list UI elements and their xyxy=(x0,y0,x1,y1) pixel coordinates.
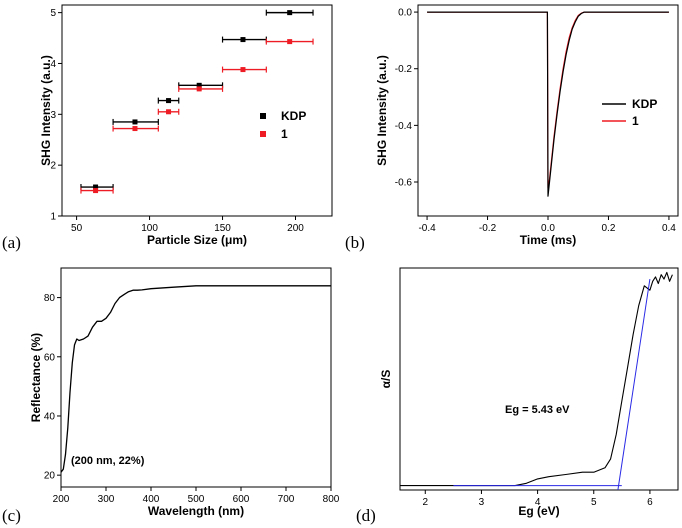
panel-a-x-axis-label: Particle Size (μm) xyxy=(147,233,247,247)
panel-d-y-axis-label: α/S xyxy=(379,370,393,389)
panel-b-shg-time-trace: -0.4 -0.2 0.0 0.2 0.4 0.0 -0.2 -0.4 -0.6 Time (ms… xyxy=(375,4,679,247)
panel-d-band-gap-plot: 2 3 4 5 6 Eg (eV) α/S Eg = 5.43 eV xyxy=(379,267,679,518)
panel-d-plot-frame xyxy=(399,267,679,491)
panel-c-x-axis-label: Wavelength (nm) xyxy=(148,504,244,518)
panel-c-x-tick-label: 600 xyxy=(233,494,250,505)
panel-b-legend-label: 1 xyxy=(632,114,639,128)
panel-a-data-point xyxy=(240,67,246,73)
panel-c-y-axis-label: Reflectance (%) xyxy=(29,333,43,422)
panel-b-series-line xyxy=(427,11,669,197)
panel-a-x-tick-label: 50 xyxy=(71,223,83,234)
panel-a-data-point xyxy=(287,10,293,16)
panel-a-legend-marker xyxy=(260,113,266,119)
panel-b-y-tick-label: -0.4 xyxy=(395,121,413,132)
panel-c-y-tick-label: 60 xyxy=(44,352,56,363)
panel-a-shg-vs-particle-size: 50 100 150 200 1 2 3 4 5 Particle Size (μm) SHG In… xyxy=(39,4,333,247)
panel-c-reflectance-spectrum: 200 300 400 500 600 700 800 20 40 60 80 Wavelength … xyxy=(29,267,340,518)
panel-a-legend-label: KDP xyxy=(281,109,306,123)
panel-c-y-tick-label: 40 xyxy=(44,411,56,422)
panel-c-x-tick-label: 800 xyxy=(323,494,340,505)
panel-b-y-axis-label: SHG Intensity (a.u.) xyxy=(375,55,389,166)
panel-c-reflectance-line xyxy=(60,285,331,473)
panel-a-data-point xyxy=(287,39,293,45)
panel-b-x-tick-label: -0.4 xyxy=(418,223,436,234)
panel-a-data-point xyxy=(132,119,138,125)
panel-label-a: (a) xyxy=(2,233,21,252)
panel-a-x-tick-label: 100 xyxy=(141,223,158,234)
panel-d-x-axis-label: Eg (eV) xyxy=(518,504,559,518)
panel-d-x-tick-label: 3 xyxy=(479,497,485,508)
panel-a-data-point xyxy=(196,86,202,92)
panel-a-legend-label: 1 xyxy=(281,127,288,141)
panel-d-annotation: Eg = 5.43 eV xyxy=(505,404,570,416)
panel-a-y-axis-label: SHG Intensity (a.u.) xyxy=(39,55,53,166)
panel-c-x-tick-label: 200 xyxy=(53,494,70,505)
panel-a-data-point xyxy=(93,188,99,194)
panel-c-x-tick-label: 300 xyxy=(98,494,115,505)
panel-b-x-tick-label: -0.2 xyxy=(479,223,497,234)
panel-d-x-tick-label: 4 xyxy=(535,497,541,508)
panel-a-data-point xyxy=(166,98,172,104)
panel-a-data-point xyxy=(93,184,99,190)
panel-d-absorption-line xyxy=(400,271,673,487)
panel-b-y-tick-label: -0.6 xyxy=(395,178,413,189)
panel-b-y-tick-label: 0.0 xyxy=(398,8,412,19)
panel-b-x-axis-label: Time (ms) xyxy=(520,233,576,247)
panel-a-data-point xyxy=(166,109,172,115)
panel-a-y-tick-label: 1 xyxy=(50,212,56,223)
panel-a-y-tick-label: 4 xyxy=(50,59,56,70)
panel-a-plot-frame xyxy=(61,4,333,217)
panel-a-y-tick-label: 2 xyxy=(50,161,56,172)
panel-label-d: (d) xyxy=(356,506,376,525)
panel-b-legend-label: KDP xyxy=(632,97,657,111)
panel-a-data-point xyxy=(196,82,202,88)
panel-c-x-tick-label: 500 xyxy=(188,494,205,505)
panel-c-y-tick-label: 80 xyxy=(44,293,56,304)
panel-c-x-tick-label: 700 xyxy=(278,494,295,505)
panel-label-b: (b) xyxy=(345,233,365,252)
panel-a-y-tick-label: 5 xyxy=(50,8,56,19)
panel-c-x-tick-label: 400 xyxy=(143,494,160,505)
panel-d-x-tick-label: 2 xyxy=(422,497,428,508)
panel-c-annotation: (200 nm, 22%) xyxy=(71,455,145,467)
panel-a-x-tick-label: 150 xyxy=(214,223,231,234)
panel-b-x-tick-label: 0.4 xyxy=(662,223,676,234)
panel-c-y-tick-label: 20 xyxy=(44,471,56,482)
panel-b-x-tick-label: 0.2 xyxy=(602,223,616,234)
panel-label-c: (c) xyxy=(2,506,21,525)
panel-b-y-tick-label: -0.2 xyxy=(395,64,413,75)
panel-b-x-tick-label: 0.0 xyxy=(541,223,555,234)
panel-a-legend-marker xyxy=(260,131,266,137)
panel-a-data-point xyxy=(132,126,138,132)
panel-d-tangent-fit xyxy=(617,279,651,491)
panel-a-data-point xyxy=(240,37,246,43)
panel-a-x-tick-label: 200 xyxy=(287,223,304,234)
panel-d-x-tick-label: 5 xyxy=(591,497,597,508)
panel-a-y-tick-label: 3 xyxy=(50,110,56,121)
panel-d-x-tick-label: 6 xyxy=(647,497,653,508)
